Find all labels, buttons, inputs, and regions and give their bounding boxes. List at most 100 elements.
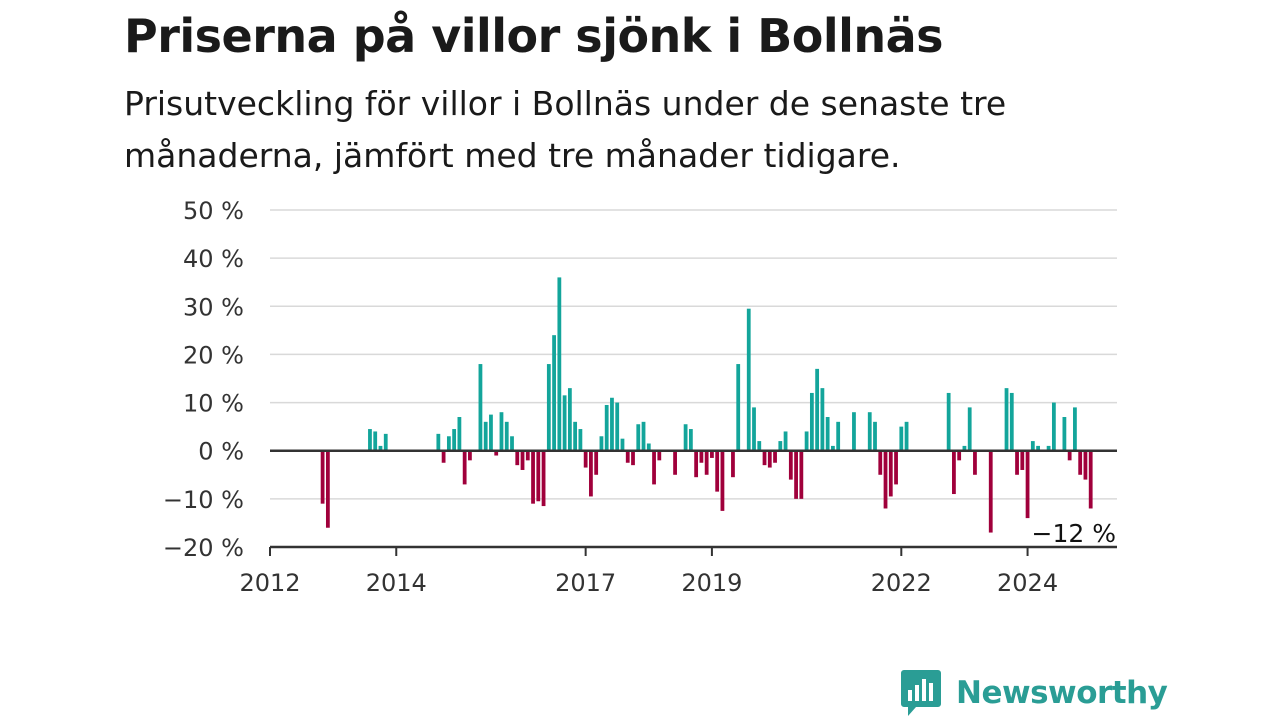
brand-name: Newsworthy [956, 675, 1168, 711]
bar [636, 424, 641, 451]
y-tick-label: 20 % [183, 341, 244, 369]
bar [589, 450, 593, 497]
bar [320, 450, 325, 504]
bar [541, 450, 546, 507]
y-tick-label: 50 % [183, 197, 244, 225]
bar [715, 450, 720, 492]
bar [867, 412, 872, 451]
y-tick-label: 40 % [183, 245, 244, 273]
bar [446, 436, 451, 451]
bar [694, 450, 699, 478]
bar [641, 421, 646, 451]
bar [610, 397, 614, 451]
bar [957, 450, 962, 461]
bar [688, 429, 693, 451]
bar [1015, 450, 1019, 475]
bar [552, 335, 556, 451]
y-tick-label: 0 % [198, 438, 244, 466]
bars [320, 277, 1093, 533]
bar [567, 388, 572, 451]
bar [494, 450, 499, 456]
bar [878, 450, 883, 475]
bar [894, 450, 898, 485]
newsworthy-logo: Newsworthy [900, 668, 1168, 718]
y-tick-label: 10 % [183, 390, 244, 418]
x-axis [269, 449, 1117, 556]
bar [767, 450, 772, 468]
bar [988, 450, 993, 533]
chart-title: Priserna på villor sjönk i Bollnäs [124, 9, 944, 63]
bar [1067, 450, 1072, 461]
bar [1062, 417, 1067, 451]
bar [967, 407, 972, 451]
bar [325, 450, 330, 528]
bar [452, 429, 457, 451]
bar [746, 308, 751, 451]
bar [625, 450, 630, 463]
bar [1088, 450, 1093, 509]
bar [489, 414, 493, 451]
bar [704, 450, 709, 475]
bar [1078, 450, 1083, 475]
bar [504, 421, 509, 451]
bar [820, 388, 825, 451]
bar [604, 404, 609, 451]
newsworthy-logo-icon [901, 670, 941, 716]
bar [836, 421, 841, 451]
bar [520, 450, 525, 470]
bar [368, 429, 372, 451]
bar [831, 445, 835, 451]
bar [1020, 450, 1025, 470]
bar [815, 368, 820, 451]
bar [1046, 445, 1051, 451]
bar [525, 450, 530, 461]
bar [578, 429, 583, 451]
bar [783, 431, 788, 451]
chart-subtitle: Prisutveckling för villor i Bollnäs unde… [124, 84, 1007, 175]
x-axis-tick-labels: 2012 2014 2017 2019 2022 2024 [239, 569, 1058, 597]
bar [378, 445, 383, 451]
bar [620, 438, 625, 451]
x-tick-label: 2022 [871, 569, 932, 597]
bar [631, 450, 635, 466]
bar [794, 450, 798, 499]
bar [973, 450, 977, 475]
bar [557, 277, 562, 451]
bar [583, 450, 588, 468]
bar [699, 450, 704, 463]
bar [468, 450, 472, 461]
bar [646, 443, 651, 451]
bar [1083, 450, 1088, 480]
bar [762, 450, 767, 466]
bar [573, 421, 578, 451]
bar [731, 450, 735, 478]
bar [788, 450, 793, 480]
bar [736, 364, 741, 451]
x-tick-label: 2019 [681, 569, 742, 597]
bar [852, 412, 856, 451]
bar [1051, 402, 1056, 451]
y-tick-label: −10 % [163, 486, 244, 514]
bar [462, 450, 467, 485]
bar [904, 421, 909, 451]
bar [436, 433, 441, 451]
bar [536, 450, 541, 502]
bar [594, 450, 599, 475]
bar [720, 450, 725, 511]
bar [531, 450, 535, 504]
bar [515, 450, 520, 466]
bar [478, 364, 483, 451]
annotation: −12 % [1029, 517, 1118, 551]
bar [809, 392, 814, 451]
bar [804, 431, 809, 451]
bar [799, 450, 804, 499]
bar [752, 407, 756, 451]
bar [652, 450, 656, 485]
bar [683, 424, 688, 451]
bar [562, 395, 567, 451]
bar [373, 431, 378, 451]
bar [888, 450, 893, 497]
bar [899, 426, 904, 451]
grid-lines [270, 209, 1117, 500]
bar [383, 433, 388, 451]
